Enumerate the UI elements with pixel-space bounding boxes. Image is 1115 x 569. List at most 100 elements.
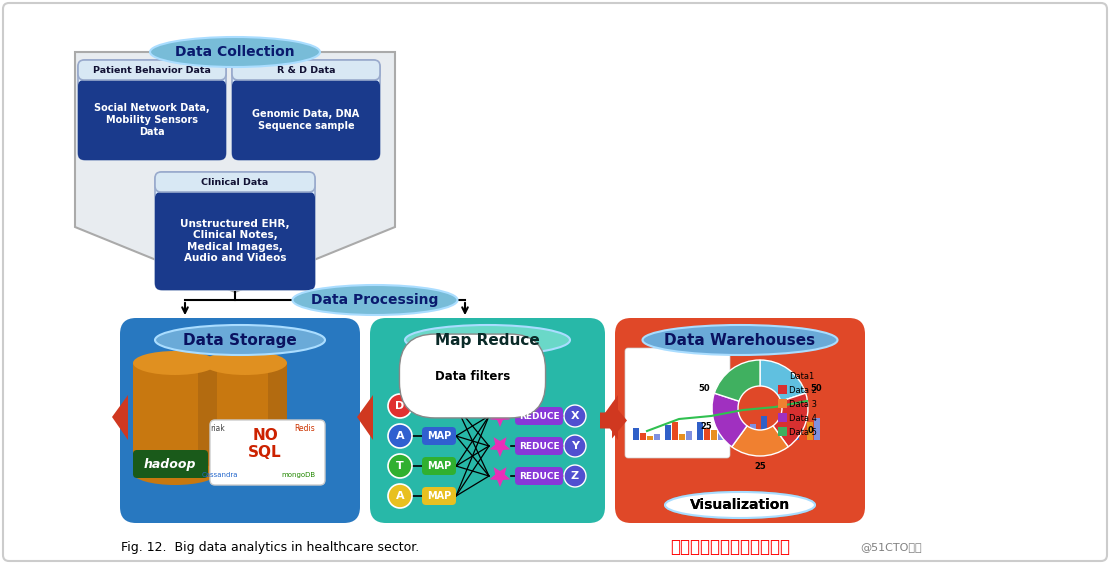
Bar [672,422,678,440]
FancyBboxPatch shape [120,318,360,523]
Text: A: A [396,431,405,441]
Wedge shape [760,360,806,401]
Bar [647,435,653,440]
Text: Genomic Data, DNA
Sequence sample: Genomic Data, DNA Sequence sample [252,109,360,131]
Text: MAP: MAP [427,491,452,501]
FancyBboxPatch shape [155,192,316,290]
Text: 医疗保健行业的大数据分析: 医疗保健行业的大数据分析 [670,538,791,556]
Text: Unstructured EHR,
Clinical Notes,
Medical Images,
Audio and Videos: Unstructured EHR, Clinical Notes, Medica… [181,218,290,263]
FancyBboxPatch shape [78,60,226,80]
Text: REDUCE: REDUCE [518,442,560,451]
Bar [655,434,660,440]
FancyBboxPatch shape [210,420,324,485]
Ellipse shape [642,325,837,355]
FancyBboxPatch shape [421,397,456,415]
Bar [711,430,717,440]
Bar [203,363,287,473]
Bar [697,422,702,440]
FancyBboxPatch shape [615,318,865,523]
Text: Map Reduce: Map Reduce [435,332,540,348]
Text: Data 5: Data 5 [789,427,817,436]
Text: Data 2: Data 2 [789,386,817,394]
Text: Data Warehouses: Data Warehouses [665,332,815,348]
Text: Z: Z [571,471,579,481]
FancyBboxPatch shape [133,450,209,478]
Bar [814,418,820,440]
FancyBboxPatch shape [515,407,563,425]
Ellipse shape [203,351,287,375]
Text: Data 3: Data 3 [789,399,817,409]
Wedge shape [731,426,788,456]
Bar [768,427,774,440]
Circle shape [388,484,413,508]
Text: Visualization: Visualization [690,498,791,512]
Circle shape [388,394,413,418]
Ellipse shape [405,325,570,355]
Text: Cassandra: Cassandra [202,472,239,478]
Bar [793,413,799,440]
Bar [665,425,671,440]
Text: NO: NO [252,427,278,443]
Text: Y: Y [571,441,579,451]
Text: Redis: Redis [294,423,316,432]
Circle shape [388,454,413,478]
Text: Data1: Data1 [789,372,814,381]
Text: Data Collection: Data Collection [175,45,294,59]
Text: 50: 50 [811,384,822,393]
Bar [778,371,787,380]
FancyBboxPatch shape [515,467,563,485]
Polygon shape [600,402,627,439]
Text: @51CTO博客: @51CTO博客 [860,542,922,552]
Ellipse shape [155,325,324,355]
Bar [198,363,217,473]
Bar [133,363,217,473]
Text: mongoDB: mongoDB [281,472,316,478]
Ellipse shape [292,285,457,315]
Text: T: T [396,461,404,471]
Bar [778,385,787,394]
Text: Data filters: Data filters [435,369,511,382]
Polygon shape [489,407,511,427]
Text: Data Storage: Data Storage [183,332,297,348]
Ellipse shape [665,492,815,518]
Bar [778,427,787,436]
FancyBboxPatch shape [78,80,226,160]
FancyBboxPatch shape [232,80,380,160]
Text: 50: 50 [698,384,710,393]
FancyBboxPatch shape [232,60,380,160]
FancyBboxPatch shape [421,457,456,475]
FancyBboxPatch shape [78,60,226,160]
Text: Social Network Data,
Mobility Sensors
Data: Social Network Data, Mobility Sensors Da… [94,104,210,137]
Bar [778,413,787,422]
Text: 0: 0 [807,426,813,435]
Bar [775,428,780,440]
Polygon shape [489,437,511,457]
Circle shape [564,405,586,427]
Text: Data Processing: Data Processing [311,293,438,307]
Text: D: D [396,401,405,411]
FancyBboxPatch shape [626,348,730,458]
Text: R & D Data: R & D Data [277,65,336,75]
Text: A: A [396,491,405,501]
Text: MAP: MAP [427,431,452,441]
FancyBboxPatch shape [3,3,1107,561]
Bar [750,423,756,440]
Polygon shape [112,395,128,440]
Ellipse shape [665,492,815,518]
Wedge shape [773,393,808,447]
Bar [729,419,735,440]
Text: SQL: SQL [249,444,282,460]
FancyBboxPatch shape [155,172,316,290]
FancyBboxPatch shape [421,427,456,445]
Bar [762,416,767,440]
Bar [807,422,813,440]
FancyBboxPatch shape [232,60,380,80]
Bar [736,425,741,440]
FancyBboxPatch shape [515,437,563,455]
Bar [686,431,692,440]
Text: MAP: MAP [427,461,452,471]
Bar [679,434,685,440]
FancyBboxPatch shape [155,172,316,192]
Ellipse shape [203,461,287,485]
Bar [743,427,749,440]
